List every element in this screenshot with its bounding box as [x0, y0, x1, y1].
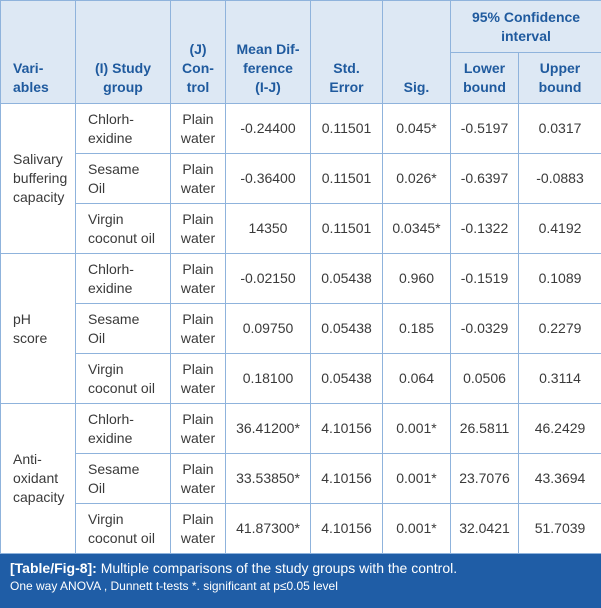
- cell: 0.11501: [311, 204, 383, 254]
- column-header: Std. Error: [311, 1, 383, 104]
- variable-cell: Anti- oxidant capacity: [1, 404, 76, 554]
- ci-subheader: Upper bound: [519, 53, 601, 104]
- cell: 32.0421: [451, 504, 519, 554]
- cell: 0.045*: [383, 104, 451, 154]
- cell: 0.05438: [311, 254, 383, 304]
- cell: 0.0317: [519, 104, 601, 154]
- column-header: Sig.: [383, 1, 451, 104]
- cell: -0.02150: [226, 254, 311, 304]
- cell: Plain water: [171, 104, 226, 154]
- cell: 0.001*: [383, 504, 451, 554]
- cell: Plain water: [171, 254, 226, 304]
- cell: Plain water: [171, 204, 226, 254]
- study-group-cell: Sesame Oil: [76, 304, 171, 354]
- cell: 0.11501: [311, 154, 383, 204]
- cell: 0.05438: [311, 354, 383, 404]
- study-group-cell: Chlorh- exidine: [76, 254, 171, 304]
- study-group-cell: Chlorh- exidine: [76, 404, 171, 454]
- cell: 43.3694: [519, 454, 601, 504]
- cell: 0.05438: [311, 304, 383, 354]
- cell: 0.0506: [451, 354, 519, 404]
- cell: 33.53850*: [226, 454, 311, 504]
- caption: [Table/Fig-8]: Multiple comparisons of t…: [0, 554, 601, 608]
- cell: 0.001*: [383, 454, 451, 504]
- study-group-cell: Virgin coconut oil: [76, 354, 171, 404]
- cell: 4.10156: [311, 504, 383, 554]
- cell: -0.24400: [226, 104, 311, 154]
- cell: 23.7076: [451, 454, 519, 504]
- cell: 0.18100: [226, 354, 311, 404]
- cell: 4.10156: [311, 454, 383, 504]
- cell: 14350: [226, 204, 311, 254]
- cell: 0.11501: [311, 104, 383, 154]
- column-header: (I) Study group: [76, 1, 171, 104]
- cell: Plain water: [171, 404, 226, 454]
- cell: 0.0345*: [383, 204, 451, 254]
- cell: 26.5811: [451, 404, 519, 454]
- study-group-cell: Sesame Oil: [76, 454, 171, 504]
- column-header: Mean Dif- ference (I-J): [226, 1, 311, 104]
- study-group-cell: Virgin coconut oil: [76, 204, 171, 254]
- cell: 0.3114: [519, 354, 601, 404]
- cell: -0.1322: [451, 204, 519, 254]
- cell: -0.0329: [451, 304, 519, 354]
- cell: -0.5197: [451, 104, 519, 154]
- cell: 46.2429: [519, 404, 601, 454]
- cell: Plain water: [171, 354, 226, 404]
- cell: 0.1089: [519, 254, 601, 304]
- cell: Plain water: [171, 304, 226, 354]
- cell: 4.10156: [311, 404, 383, 454]
- cell: 51.7039: [519, 504, 601, 554]
- cell: 0.960: [383, 254, 451, 304]
- study-group-cell: Sesame Oil: [76, 154, 171, 204]
- cell: 41.87300*: [226, 504, 311, 554]
- caption-text: Multiple comparisons of the study groups…: [101, 560, 457, 576]
- cell: -0.36400: [226, 154, 311, 204]
- study-group-cell: Chlorh- exidine: [76, 104, 171, 154]
- cell: 0.2279: [519, 304, 601, 354]
- caption-label: [Table/Fig-8]:: [10, 560, 97, 576]
- cell: Plain water: [171, 154, 226, 204]
- variable-cell: pH score: [1, 254, 76, 404]
- cell: 0.001*: [383, 404, 451, 454]
- cell: 0.185: [383, 304, 451, 354]
- variable-cell: Salivary buffering capacity: [1, 104, 76, 254]
- cell: 0.064: [383, 354, 451, 404]
- cell: -0.1519: [451, 254, 519, 304]
- cell: 0.09750: [226, 304, 311, 354]
- cell: 36.41200*: [226, 404, 311, 454]
- caption-note: One way ANOVA , Dunnett t-tests *. signi…: [10, 579, 591, 593]
- column-header: Vari- ables: [1, 1, 76, 104]
- study-group-cell: Virgin coconut oil: [76, 504, 171, 554]
- column-header: (J) Con- trol: [171, 1, 226, 104]
- cell: Plain water: [171, 454, 226, 504]
- cell: Plain water: [171, 504, 226, 554]
- cell: 0.026*: [383, 154, 451, 204]
- cell: -0.6397: [451, 154, 519, 204]
- ci-header: 95% Confidence interval: [451, 1, 601, 53]
- cell: -0.0883: [519, 154, 601, 204]
- cell: 0.4192: [519, 204, 601, 254]
- ci-subheader: Lower bound: [451, 53, 519, 104]
